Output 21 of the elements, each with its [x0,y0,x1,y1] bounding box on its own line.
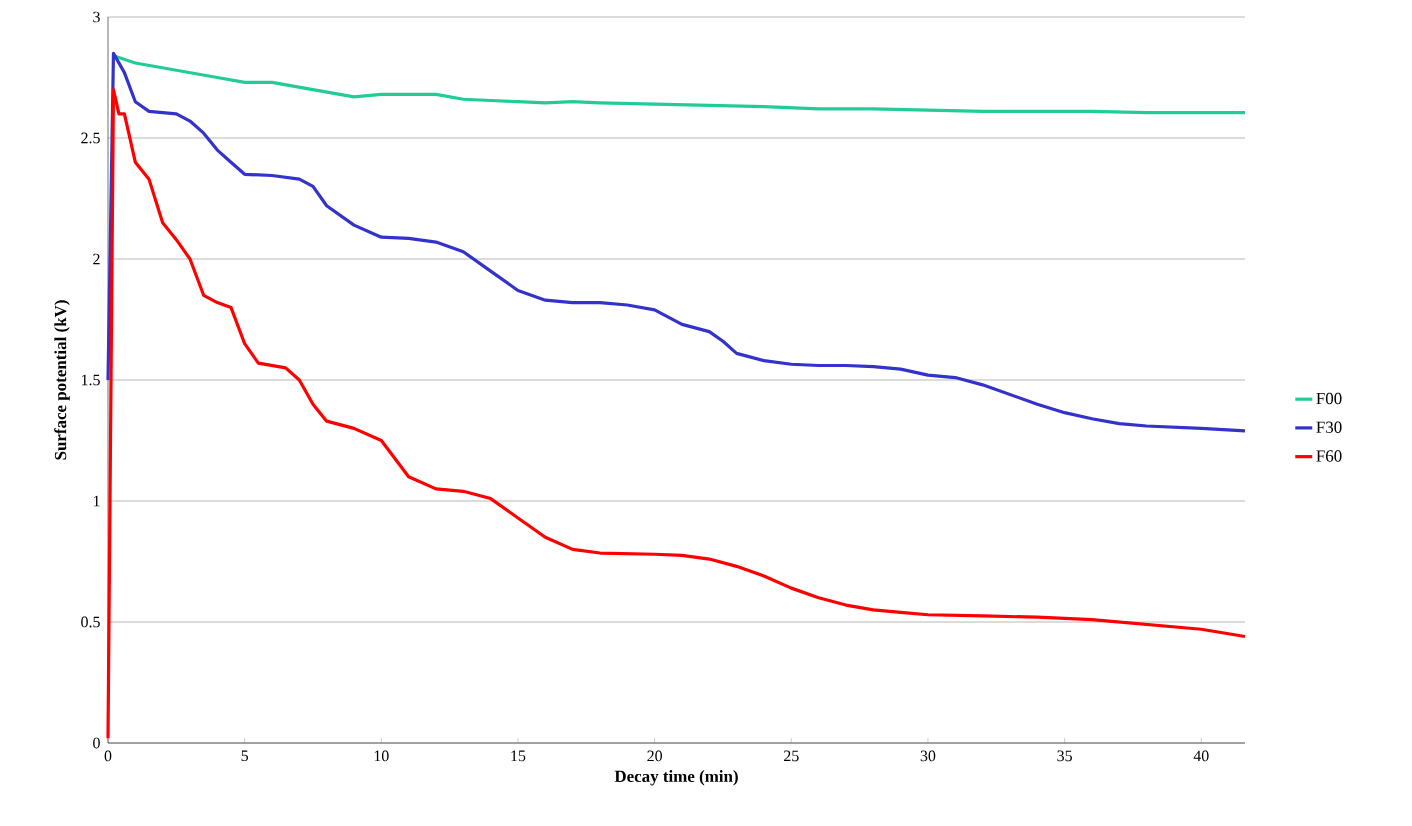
x-tick-label: 10 [374,750,389,762]
x-tick-label: 0 [104,750,112,762]
y-tick-label: 3 [93,11,100,23]
y-tick-label: 2.5 [81,132,100,144]
x-tick-label: 15 [511,750,526,762]
y-tick-label: 0 [93,737,100,749]
x-tick-label: 40 [1193,750,1209,762]
x-tick-label: 35 [1057,750,1072,762]
legend-label: F60 [1316,450,1342,462]
legend-label: F00 [1316,392,1342,405]
y-tick-label: 1.5 [81,374,100,386]
x-tick-label: 5 [241,750,249,762]
x-axis-title: Decay time (min) [614,770,738,786]
x-tick-label: 25 [784,750,799,762]
x-tick-label: 20 [647,750,662,762]
y-tick-label: 2 [93,253,100,265]
y-tick-label: 1 [93,495,100,507]
legend-label: F30 [1316,421,1342,433]
x-tick-label: 30 [920,750,936,762]
y-axis-title: Surface potential (kV) [54,300,70,460]
y-tick-label: 0.5 [81,616,100,628]
